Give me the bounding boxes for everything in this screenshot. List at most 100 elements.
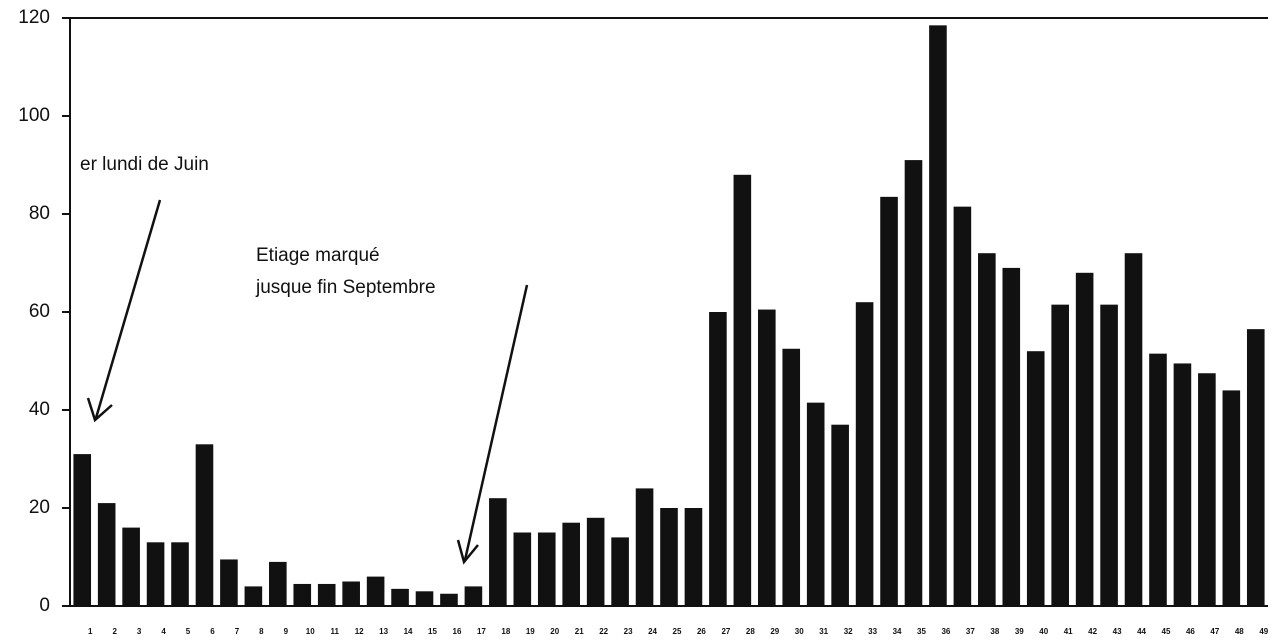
bar [978, 253, 996, 606]
x-tick-label: 24 [648, 627, 657, 636]
bar [1124, 253, 1143, 606]
bar [122, 527, 140, 606]
bar [660, 508, 678, 606]
x-tick-label: 4 [161, 627, 166, 636]
x-tick-label: 13 [379, 627, 388, 636]
bar [1173, 363, 1192, 606]
bar [440, 593, 458, 606]
y-tick-label: 60 [29, 301, 50, 322]
x-tick-label: 43 [1113, 627, 1122, 636]
x-tick-label: 15 [428, 627, 437, 636]
x-tick-label: 49 [1259, 627, 1268, 636]
bar [929, 25, 947, 607]
x-tick-label: 36 [941, 627, 950, 636]
bar [562, 522, 581, 606]
bar [244, 586, 263, 606]
x-tick-label: 3 [137, 627, 142, 636]
y-tick-label: 20 [29, 497, 50, 518]
x-tick-label: 46 [1186, 627, 1195, 636]
x-tick-label: 34 [893, 627, 902, 636]
x-tick-label: 40 [1039, 627, 1048, 636]
bar [904, 160, 923, 606]
bar [464, 586, 483, 606]
bar [342, 581, 360, 606]
x-tick-label: 10 [306, 627, 315, 636]
x-tick-label: 22 [599, 627, 608, 636]
bar [1002, 267, 1021, 606]
bar [757, 309, 776, 606]
bar [269, 561, 287, 606]
x-tick-label: 44 [1137, 627, 1146, 636]
bar [1026, 351, 1045, 606]
bar [1198, 373, 1216, 606]
x-tick-label: 42 [1088, 627, 1097, 636]
bar [733, 174, 752, 607]
bar [317, 583, 336, 606]
bar [855, 302, 874, 606]
bar [684, 508, 703, 606]
x-tick-label: 14 [404, 627, 413, 636]
x-tick-label: 8 [259, 627, 264, 636]
y-tick-label: 120 [18, 7, 50, 28]
annotation: jusque fin Septembre [255, 277, 436, 298]
bar [489, 498, 507, 606]
x-tick-label: 25 [673, 627, 682, 636]
x-tick-label: 41 [1064, 627, 1073, 636]
y-tick-label: 40 [29, 399, 50, 420]
x-tick-label: 17 [477, 627, 486, 636]
bar [97, 503, 116, 606]
bar [635, 488, 654, 606]
bar [1051, 304, 1069, 606]
bar [953, 206, 972, 606]
x-tick-label: 7 [235, 627, 240, 636]
bar [513, 532, 532, 606]
x-tick-label: 30 [795, 627, 804, 636]
x-tick-label: 23 [624, 627, 633, 636]
x-tick-label: 5 [186, 627, 191, 636]
x-tick-label: 19 [526, 627, 535, 636]
x-tick-label: 48 [1235, 627, 1244, 636]
x-tick-label: 37 [966, 627, 975, 636]
x-tick-label: 47 [1210, 627, 1219, 636]
x-tick-label: 29 [770, 627, 779, 636]
x-tick-label: 32 [844, 627, 853, 636]
bar [171, 542, 189, 606]
arrows [86, 199, 529, 565]
bar [1246, 329, 1265, 606]
x-tick-label: 38 [990, 627, 999, 636]
bar [1222, 390, 1241, 606]
bar [220, 559, 238, 606]
bar [537, 532, 556, 606]
bar [1149, 353, 1167, 606]
bar [880, 196, 898, 606]
y-tick-label: 0 [39, 595, 50, 616]
bar [366, 576, 385, 606]
bar [782, 348, 801, 606]
x-tick-label: 1 [88, 627, 93, 636]
x-tick-label: 16 [453, 627, 462, 636]
bar [146, 542, 165, 606]
bar [1100, 304, 1118, 606]
bar [611, 537, 629, 606]
x-tick-label: 21 [575, 627, 584, 636]
x-tick-label: 6 [210, 627, 215, 636]
x-tick-label: 11 [330, 627, 339, 636]
bar [1075, 272, 1094, 606]
x-tick-label: 39 [1015, 627, 1024, 636]
bar [195, 444, 214, 606]
bar [391, 588, 409, 606]
x-tick-label: 28 [746, 627, 755, 636]
bar [415, 591, 434, 606]
x-tick-label: 9 [284, 627, 289, 636]
bar [709, 312, 727, 606]
x-tick-label: 2 [112, 627, 117, 636]
x-tick-label: 26 [697, 627, 706, 636]
bar [73, 454, 92, 606]
x-tick-label: 31 [819, 627, 828, 636]
bar [293, 583, 312, 606]
x-tick-label: 45 [1162, 627, 1171, 636]
x-tick-label: 20 [550, 627, 559, 636]
x-tick-label: 33 [868, 627, 877, 636]
x-tick-label: 35 [917, 627, 926, 636]
